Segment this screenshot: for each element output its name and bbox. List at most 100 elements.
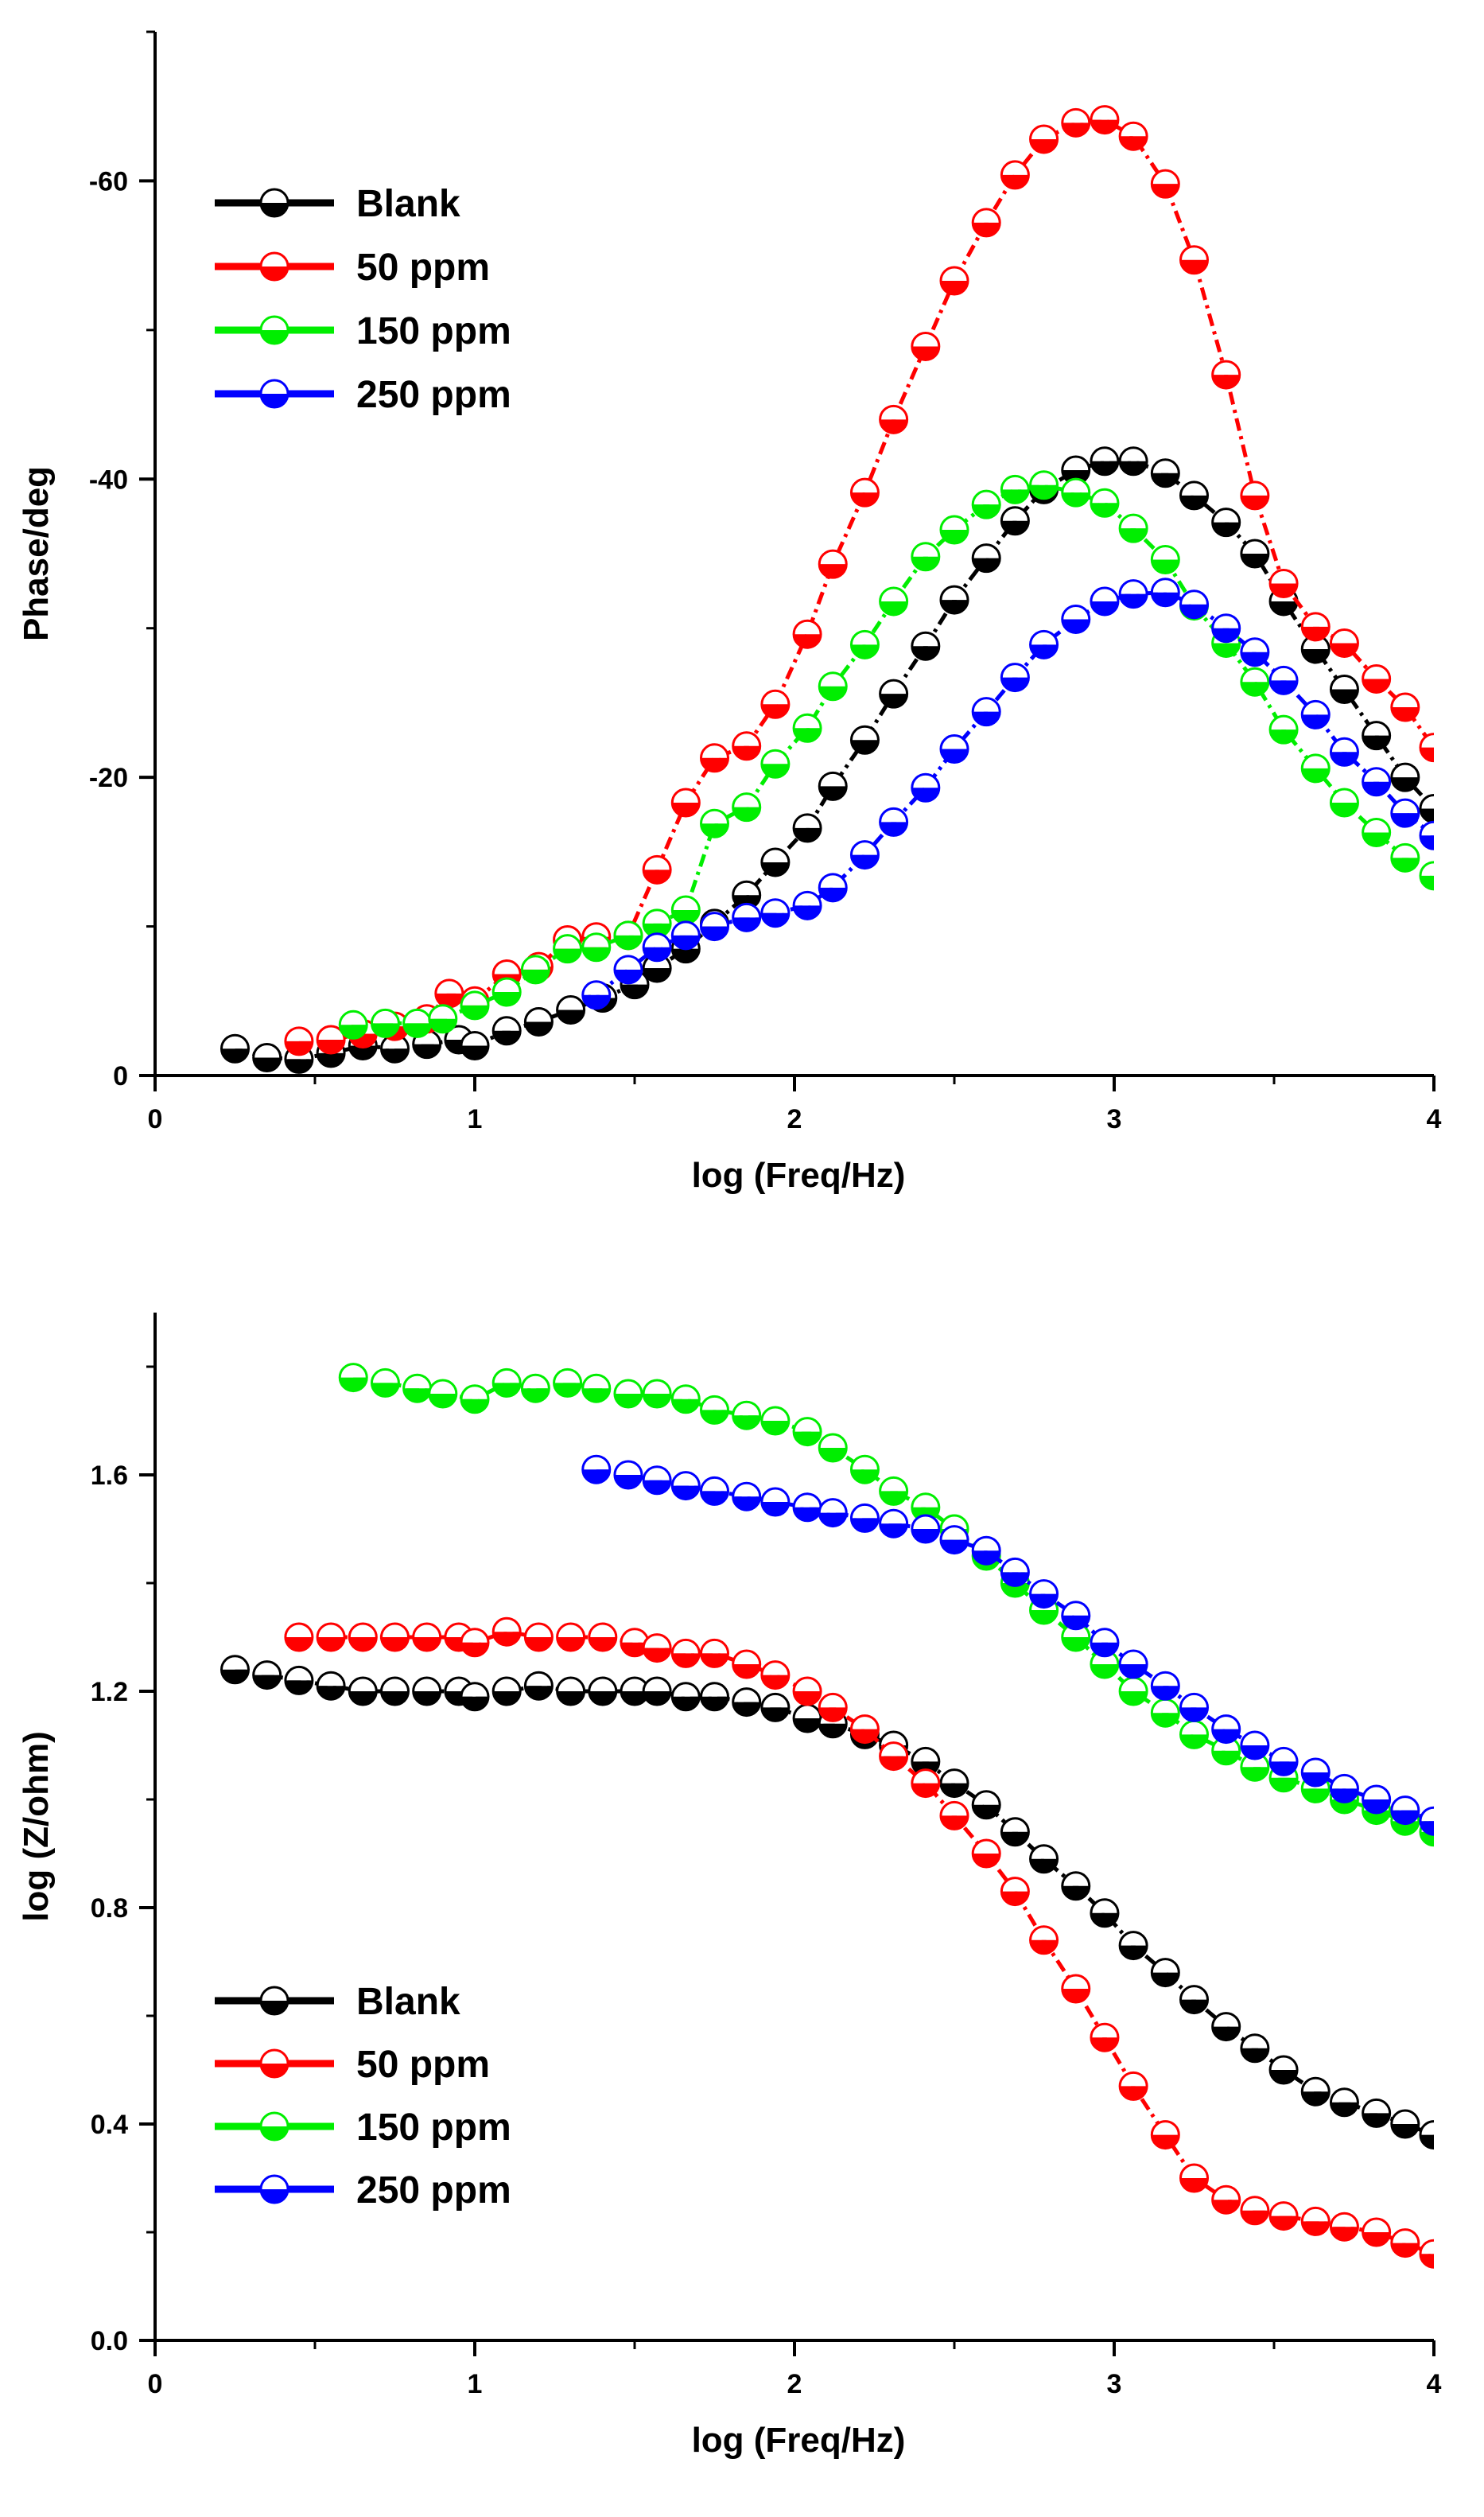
marker-outline	[1118, 1931, 1148, 1961]
data-point	[1090, 446, 1120, 477]
data-point	[284, 1026, 314, 1056]
marker-top-half	[493, 978, 521, 993]
marker-top-half	[582, 981, 610, 995]
marker-bottom-half	[1062, 492, 1090, 507]
marker-bottom-half	[1241, 1745, 1268, 1759]
marker-outline	[849, 629, 880, 659]
data-point	[491, 1367, 522, 1398]
marker-outline	[818, 671, 848, 702]
data-point	[520, 1373, 550, 1403]
marker-bottom-half	[851, 644, 879, 659]
marker-outline	[284, 1026, 314, 1056]
marker-bottom-half	[381, 1048, 409, 1063]
marker-top-half	[461, 1683, 488, 1697]
marker-top-half	[732, 1651, 760, 1664]
data-point	[971, 1535, 1001, 1566]
marker-bottom-half	[761, 704, 789, 718]
y-tick-label: 0.4	[91, 2110, 128, 2140]
marker-top-half	[761, 848, 789, 862]
data-point	[1362, 2217, 1392, 2247]
data-point	[1240, 667, 1270, 697]
marker-outline	[581, 980, 612, 1010]
marker-top-half	[1420, 2240, 1434, 2254]
marker-top-half	[1270, 2202, 1298, 2216]
marker-top-half	[794, 1705, 822, 1718]
marker-bottom-half	[1270, 2070, 1298, 2083]
data-point	[1268, 2055, 1299, 2085]
marker-top-half	[1391, 694, 1419, 708]
marker-bottom-half	[672, 935, 700, 949]
marker-top-half	[819, 873, 847, 888]
marker-outline	[1240, 2196, 1270, 2226]
marker-bottom-half	[340, 1377, 367, 1391]
marker-outline	[1000, 1817, 1030, 1847]
legend-label: 50 ppm	[356, 2044, 490, 2086]
legend-entry: 150 ppm	[215, 310, 511, 352]
data-point	[1000, 1817, 1030, 1847]
marker-bottom-half	[794, 728, 822, 742]
marker-bottom-half	[1120, 461, 1148, 475]
marker-top-half	[1152, 459, 1179, 473]
marker-top-half	[880, 1510, 907, 1524]
marker-top-half	[1152, 2121, 1179, 2135]
marker-outline	[818, 1433, 848, 1463]
marker-outline	[792, 890, 822, 920]
legend-label: 250 ppm	[356, 2169, 511, 2212]
data-point	[1240, 637, 1270, 667]
data-point	[911, 331, 941, 361]
marker-top-half	[493, 1678, 521, 1691]
data-point	[879, 1508, 909, 1539]
marker-outline	[259, 2048, 289, 2079]
series-line	[298, 118, 1434, 1044]
marker-outline	[1150, 1958, 1180, 1988]
marker-bottom-half	[851, 854, 879, 869]
data-point	[316, 1622, 346, 1652]
marker-outline	[760, 898, 791, 928]
data-point	[1118, 1649, 1148, 1679]
data-point	[1179, 589, 1209, 620]
marker-bottom-half	[1270, 680, 1298, 694]
marker-top-half	[1062, 1975, 1090, 1989]
marker-top-half	[317, 1624, 345, 1637]
marker-outline	[1211, 613, 1241, 644]
data-point	[1329, 2212, 1359, 2242]
marker-top-half	[851, 1456, 879, 1470]
marker-bottom-half	[1090, 601, 1118, 615]
data-point	[1240, 480, 1270, 511]
marker-outline	[818, 771, 848, 801]
data-point	[1179, 1719, 1209, 1749]
marker-bottom-half	[672, 1399, 700, 1413]
marker-outline	[879, 1476, 909, 1506]
marker-outline	[1268, 568, 1299, 598]
data-point	[1061, 477, 1091, 508]
marker-bottom-half	[794, 1431, 822, 1445]
marker-bottom-half	[1420, 875, 1434, 889]
data-point	[1240, 2033, 1270, 2064]
marker-bottom-half	[1062, 123, 1090, 137]
data-point	[700, 1476, 729, 1506]
marker-top-half	[1152, 546, 1179, 560]
marker-outline	[556, 1622, 586, 1652]
marker-top-half	[493, 1017, 521, 1031]
marker-outline	[879, 679, 909, 709]
marker-bottom-half	[1030, 1593, 1058, 1608]
marker-top-half	[461, 1032, 488, 1046]
marker-top-half	[761, 750, 789, 764]
marker-bottom-half	[701, 1696, 728, 1710]
marker-outline	[971, 1790, 1001, 1820]
marker-top-half	[880, 1732, 907, 1745]
marker-outline	[700, 1476, 729, 1506]
marker-outline	[732, 1400, 762, 1430]
marker-bottom-half	[701, 1491, 728, 1505]
data-point	[370, 1008, 400, 1038]
y-tick-label: -40	[89, 465, 128, 495]
data-point	[1179, 480, 1209, 511]
marker-top-half	[1180, 1986, 1208, 2000]
marker-outline	[1061, 107, 1091, 138]
marker-outline	[732, 731, 762, 761]
marker-bottom-half	[1212, 375, 1240, 389]
marker-bottom-half	[557, 1010, 585, 1024]
marker-outline	[1150, 578, 1180, 608]
marker-bottom-half	[1001, 1831, 1029, 1846]
marker-top-half	[1270, 1748, 1298, 1762]
